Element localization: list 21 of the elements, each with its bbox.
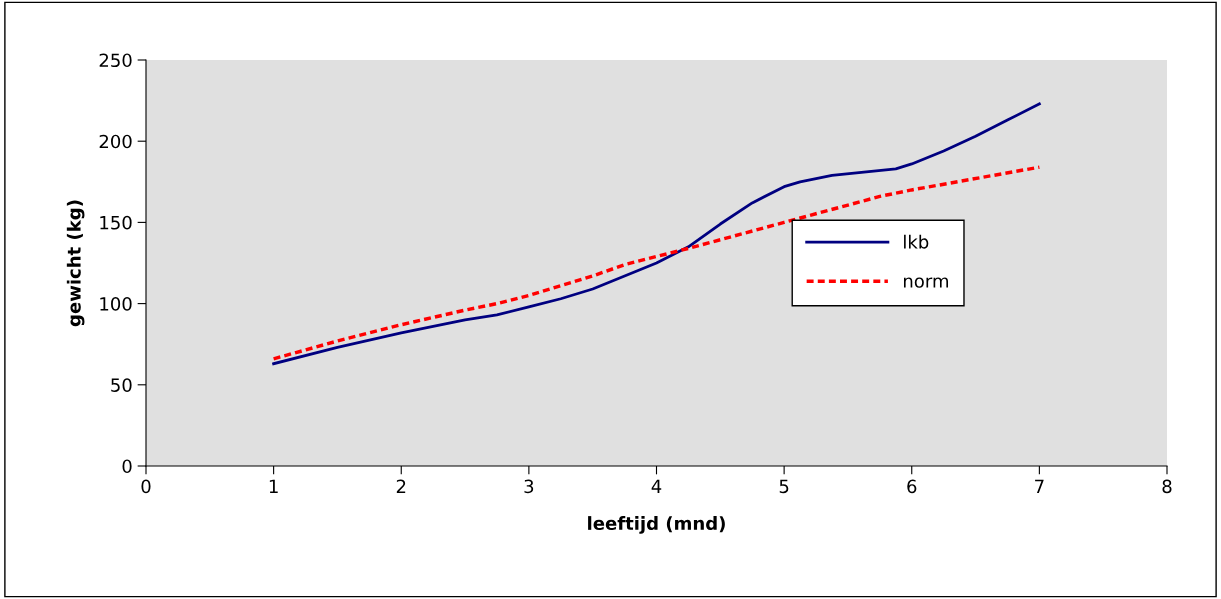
y-tick-label: 100 [100,297,132,311]
x-tick-label: 0 [141,479,151,494]
y-tick-label: 150 [100,215,132,230]
line-series [272,102,1041,366]
x-tick-label: 6 [907,479,917,494]
y-tick-label: 200 [99,134,132,149]
legend-label: norm [903,277,949,288]
x-tick-label: 3 [524,479,534,494]
x-tick-label: 7 [1035,479,1044,493]
y-axis-title: gewicht (kg) [66,200,85,327]
y-tick-label: 0 [122,459,132,474]
y-tick-label: 50 [111,378,132,392]
x-axis-title: leeftijd (mnd) [588,516,725,534]
x-tick-label: 5 [779,479,789,494]
x-tick-label: 8 [1162,479,1172,494]
line-series [271,165,1042,361]
legend-label: lkb [904,234,929,249]
y-tick-label: 250 [99,53,132,68]
x-tick-label: 2 [396,479,406,493]
x-tick-label: 4 [651,479,662,493]
x-tick-label: 1 [269,479,278,493]
